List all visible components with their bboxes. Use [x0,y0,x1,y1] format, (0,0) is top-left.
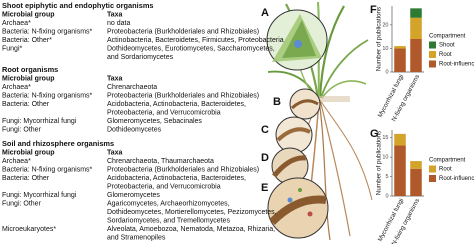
taxa: Glomeromycetes [107,192,160,199]
bar-segment [410,39,422,72]
microbial-group: Archaea* [2,20,31,27]
section-title: Root organisms [2,65,58,74]
column-header: Taxa [107,75,123,82]
microbial-group: Fungi: Mycorrhizal fungi [2,118,77,125]
microbial-group: Bacteria: Other [2,175,50,182]
microbial-group: Archaea* [2,158,31,165]
microbial-group: Bacteria: N-fixing organisms* [2,92,93,99]
legend-swatch [429,60,436,68]
microbial-group: Fungi: Other [2,126,42,133]
y-tick-label: 10 [382,155,388,161]
taxa: Dothideomycetes [107,126,162,133]
legend-label: Shoot [439,43,455,49]
panel-label: A [261,7,269,19]
legend-label: Root [439,52,452,58]
panel-label: C [261,124,269,136]
taxa: and Sordariomycetes [107,54,174,61]
bar-segment [410,168,422,196]
microbial-group: Bacteria: Other [2,101,50,108]
microbial-group: Bacteria: Other* [2,37,52,44]
column-header: Microbial group [2,11,55,18]
y-tick-label: 20 [382,22,388,28]
legend-swatch [429,51,436,58]
legend-label: Root [439,167,452,173]
taxa: Acidobacteria, Actinobacteria, Bacteroid… [107,101,246,108]
taxa: and Stramenopiles [107,234,166,241]
taxa: Proteobacteria (Burkholderiales and Rhiz… [107,166,259,173]
bar-segment [410,17,422,39]
taxa: Proteobacteria (Burkholderiales and Rhiz… [107,92,259,99]
microbial-group: Fungi: Mycorrhizal fungi [2,192,77,199]
y-tick-label: 0 [385,193,388,199]
taxa: Glomeromycetes, Sebacinales [107,118,202,125]
microbial-group: Archaea* [2,84,31,91]
y-tick-label: 10 [382,46,388,52]
y-tick-label: 15 [382,135,388,141]
panel-label: F [370,4,377,16]
bar-segment [394,133,406,146]
legend-swatch [429,165,436,173]
column-header: Taxa [107,11,123,18]
taxa: Proteobacteria, and Verrucomicrobia [107,109,221,116]
taxa: Chrenarchaeota [107,84,157,91]
y-tick-label: 5 [385,174,388,180]
taxa: Proteobacteria (Burkholderiales and Rhiz… [107,28,259,35]
legend-title: Compartment [429,34,466,40]
bar-segment [410,8,422,18]
illustration [266,1,373,241]
microbial-group: Bacteria: N-fixing organisms* [2,166,93,173]
bar-segment [394,145,406,196]
legend-label: Root-influenced soil [439,176,474,182]
taxa: Agaricomycetes, Archaeorhizomycetes, [107,200,230,207]
taxa: Actinobacteria, Bacteroidetes, Firmicute… [107,37,284,44]
panel-labels: A B C D E [261,7,281,194]
taxa: Chrenarchaeota, Thaumarchaeota [107,158,214,165]
microbial-group: Fungi* [2,45,23,52]
microbial-group: Fungi: Other [2,200,42,207]
column-header: Microbial group [2,149,55,156]
panel-label: G [370,128,379,140]
panel-label: E [261,182,268,194]
y-axis-label: Number of publications [376,7,383,71]
legend-swatch [429,41,436,49]
taxa: Dothideomycetes, Eurotiomycetes, Sacchar… [107,45,275,52]
bar-segment [394,46,406,49]
bar-segment [410,161,422,169]
section-title: Shoot epiphytic and endophytic organisms [2,1,154,10]
microbial-group: Bacteria: N-fixing organisms* [2,28,93,35]
taxa: no data [107,20,130,27]
legend-swatch [429,175,436,182]
panel-label: B [273,96,281,108]
section-title: Soil and rhizosphere organisms [2,139,114,148]
taxa: Dothideomycetes, Mortierellomycetes, Pez… [107,209,277,216]
microbial-group: Microeukaryotes* [2,226,56,233]
taxa: Sordariomycetes, and Tremellomycetes [107,217,230,224]
column-header: Microbial group [2,75,55,82]
y-axis-label: Number of publications [376,131,383,195]
legend-label: Root-influenced soil [439,62,474,68]
column-header: Taxa [107,149,123,156]
taxa: Proteobacteria, and Verrucomicrobia [107,183,221,190]
legend-title: Compartment [429,158,466,164]
y-tick-label: 0 [385,69,388,75]
panel-label: D [261,152,269,164]
taxa: Acidobacteria, Actinobacteria, Bacteroid… [107,175,246,182]
bar-segment [394,48,406,72]
taxa: Alveolata, Amoebozoa, Nematoda, Metazoa,… [107,226,275,233]
